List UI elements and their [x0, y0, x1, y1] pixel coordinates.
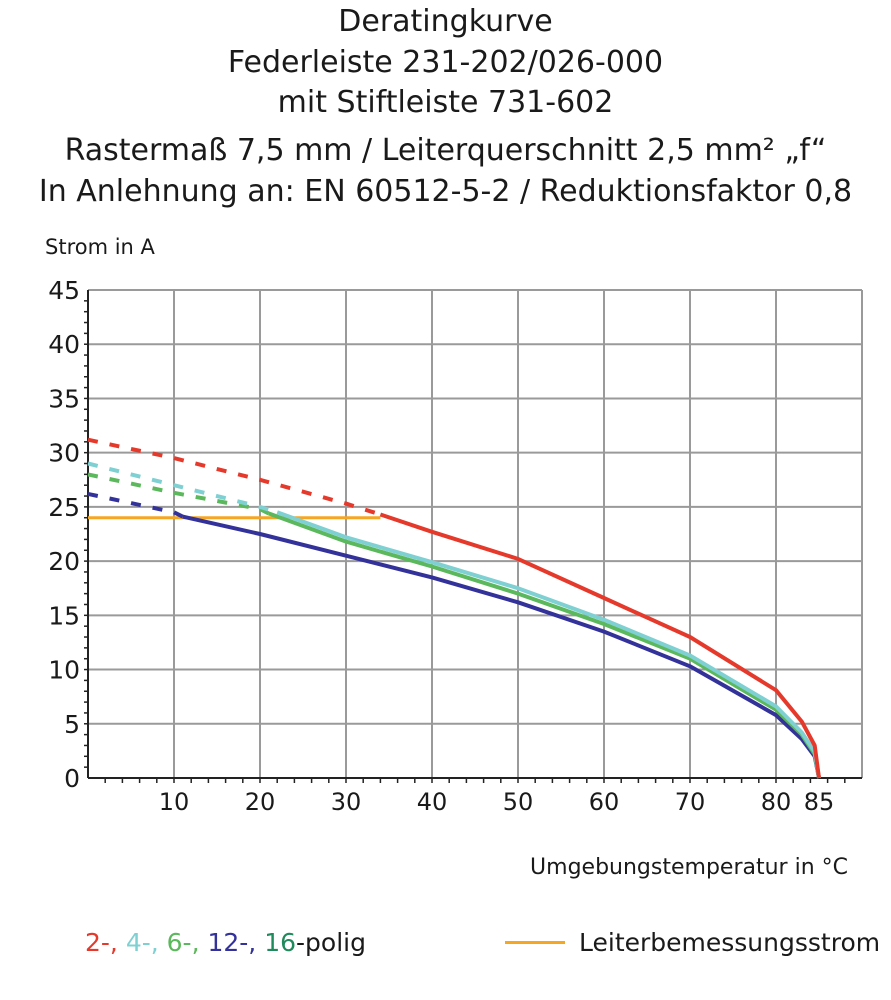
- x-tick-label: 10: [159, 788, 190, 816]
- x-tick-label: 50: [503, 788, 534, 816]
- chart-title-line-1: Deratingkurve: [338, 4, 553, 39]
- y-tick-label: 15: [48, 601, 80, 630]
- chart-title-line-5: In Anlehnung an: EN 60512-5-2 / Reduktio…: [38, 174, 853, 209]
- series-6-dashed-line: [87, 472, 270, 516]
- legend-rated-current: Leiterbemessungsstrom: [505, 928, 880, 957]
- legend-pole-1: 4-,: [117, 928, 159, 957]
- x-tick-label: 60: [589, 788, 620, 816]
- y-tick-label: 5: [64, 710, 80, 739]
- chart-title-line-4: Rastermaß 7,5 mm / Leiterquerschnitt 2,5…: [64, 133, 827, 168]
- y-tick-label: 0: [64, 764, 80, 793]
- x-tick-label: 20: [245, 788, 276, 816]
- legend-orange-line: [505, 941, 565, 944]
- legend-rated-current-label: Leiterbemessungsstrom: [579, 928, 881, 957]
- y-tick-label: 25: [48, 493, 80, 522]
- y-tick-label: 35: [48, 384, 80, 413]
- x-tick-label: 30: [331, 788, 362, 816]
- legend-pole-0: 2-,: [85, 928, 118, 957]
- legend-pole-4: 16: [256, 928, 297, 957]
- legend-pole-5: -polig: [296, 928, 366, 957]
- y-tick-label: 10: [48, 656, 80, 685]
- chart-title-line-2: Federleiste 231-202/026-000: [227, 45, 664, 80]
- x-tick-label: 85: [804, 788, 835, 816]
- legend-pole-3: 12-,: [199, 928, 257, 957]
- series-6-line: [267, 511, 821, 779]
- legend-poles: 2-, 4-, 6-, 12-, 16-polig: [85, 928, 366, 957]
- legend-pole-2: 6-,: [158, 928, 200, 957]
- y-axis-label: Strom in A: [45, 235, 156, 259]
- series-4-line: [276, 510, 821, 779]
- series-4-dashed-line: [87, 461, 278, 515]
- y-tick-label: 30: [48, 439, 80, 468]
- series-12-dashed-line: [87, 491, 184, 519]
- y-tick-label: 40: [48, 330, 80, 359]
- x-tick-label: 40: [417, 788, 448, 816]
- x-tick-label: 80: [761, 788, 792, 816]
- x-tick-label: 70: [675, 788, 706, 816]
- chart-title-line-3: mit Stiftleiste 731-602: [277, 85, 614, 120]
- series-12-line: [182, 514, 821, 779]
- series-2-dashed-line: [87, 437, 382, 517]
- series-2-line: [379, 512, 821, 779]
- y-tick-label: 20: [48, 547, 80, 576]
- y-tick-label: 45: [48, 276, 80, 305]
- x-axis-label: Umgebungstemperatur in °C: [530, 855, 848, 880]
